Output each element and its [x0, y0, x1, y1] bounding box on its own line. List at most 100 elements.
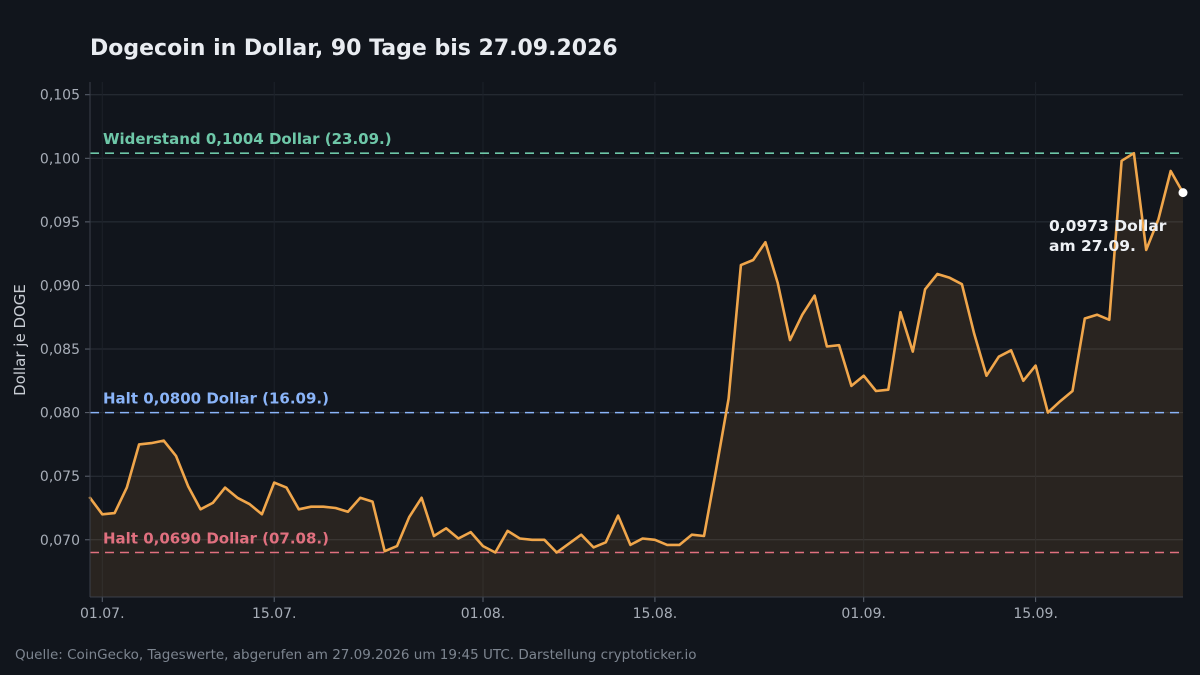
data-point [948, 277, 950, 279]
data-point [899, 311, 901, 313]
data-point [1034, 364, 1036, 366]
y-tick-label: 0,075 [40, 469, 80, 485]
x-tick-label: 01.09. [841, 606, 886, 622]
data-point [175, 455, 177, 457]
data-point [740, 264, 742, 266]
data-point [408, 516, 410, 518]
data-point [1120, 160, 1122, 162]
data-point [482, 545, 484, 547]
data-point [1047, 411, 1049, 413]
data-point [826, 345, 828, 347]
reference-line-label: Halt 0,0800 Dollar (16.09.) [103, 390, 329, 408]
data-point [862, 375, 864, 377]
y-tick-label: 0,070 [40, 533, 80, 549]
data-point [838, 344, 840, 346]
data-point [1010, 349, 1012, 351]
y-tick-label: 0,095 [40, 215, 80, 231]
data-point [150, 442, 152, 444]
data-point [531, 539, 533, 541]
data-point [1133, 152, 1135, 154]
axis-layer: 0,070 0,075 0,080 0,085 0,090 0,095 0,100 0,105… [40, 82, 1183, 622]
data-point [359, 497, 361, 499]
data-point [199, 508, 201, 510]
data-point [1145, 249, 1147, 251]
data-point [924, 288, 926, 290]
data-point [580, 533, 582, 535]
data-point [384, 550, 386, 552]
data-point [617, 514, 619, 516]
last-value-label: 0,0973 Dollar [1049, 217, 1167, 235]
data-point [654, 539, 656, 541]
data-point [764, 241, 766, 243]
data-point [678, 544, 680, 546]
data-point [752, 259, 754, 261]
data-point [261, 513, 263, 515]
data-point [494, 551, 496, 553]
data-point [298, 508, 300, 510]
data-point [641, 537, 643, 539]
x-tick-label: 15.08. [633, 606, 678, 622]
data-point [568, 542, 570, 544]
y-tick-label: 0,105 [40, 88, 80, 104]
data-point [543, 539, 545, 541]
data-point [887, 389, 889, 391]
data-point [998, 355, 1000, 357]
data-point [789, 339, 791, 341]
data-point [555, 551, 557, 553]
series-layer [88, 151, 1185, 554]
data-point [1096, 314, 1098, 316]
data-point [273, 481, 275, 483]
data-point [813, 294, 815, 296]
data-point [334, 507, 336, 509]
data-point [1084, 317, 1086, 319]
data-point [691, 533, 693, 535]
y-tick-label: 0,080 [40, 406, 80, 422]
data-point [187, 485, 189, 487]
last-value-marker [1178, 188, 1188, 198]
data-point [1059, 400, 1061, 402]
data-point [347, 511, 349, 513]
data-point [936, 273, 938, 275]
last-value-date: am 27.09. [1049, 237, 1136, 255]
data-point [506, 530, 508, 532]
data-point [850, 385, 852, 387]
series-line [88, 151, 1185, 554]
data-point [126, 486, 128, 488]
data-point [973, 333, 975, 335]
y-tick-label: 0,085 [40, 342, 80, 358]
data-point [727, 397, 729, 399]
series-area [90, 153, 1183, 597]
data-point [236, 497, 238, 499]
data-point [433, 535, 435, 537]
reference-lines: Widerstand 0,1004 Dollar (23.09.) Halt 0,… [90, 130, 1183, 554]
data-point [1170, 170, 1172, 172]
data-point [1071, 390, 1073, 392]
chart-title: Dogecoin in Dollar, 90 Tage bis 27.09.20… [90, 36, 618, 61]
annotation-layer: 0,0973 Dollar am 27.09. [1049, 188, 1188, 255]
data-point [519, 537, 521, 539]
data-point [101, 513, 103, 515]
data-point [1022, 380, 1024, 382]
data-point [162, 439, 164, 441]
source-note: Quelle: CoinGecko, Tageswerte, abgerufen… [15, 647, 697, 663]
data-point [212, 502, 214, 504]
data-point [875, 390, 877, 392]
data-point [703, 535, 705, 537]
area-layer [90, 153, 1183, 597]
data-point [592, 546, 594, 548]
data-point [138, 443, 140, 445]
data-point [629, 544, 631, 546]
reference-line-label: Halt 0,0690 Dollar (07.08.) [103, 529, 329, 547]
reference-line-label: Widerstand 0,1004 Dollar (23.09.) [103, 130, 392, 148]
data-point [1108, 319, 1110, 321]
data-point [445, 527, 447, 529]
data-point [248, 503, 250, 505]
data-point [801, 314, 803, 316]
data-point [396, 545, 398, 547]
data-point [985, 375, 987, 377]
data-point [457, 537, 459, 539]
y-tick-label: 0,090 [40, 278, 80, 294]
x-tick-label: 01.07. [80, 606, 125, 622]
data-point [371, 500, 373, 502]
